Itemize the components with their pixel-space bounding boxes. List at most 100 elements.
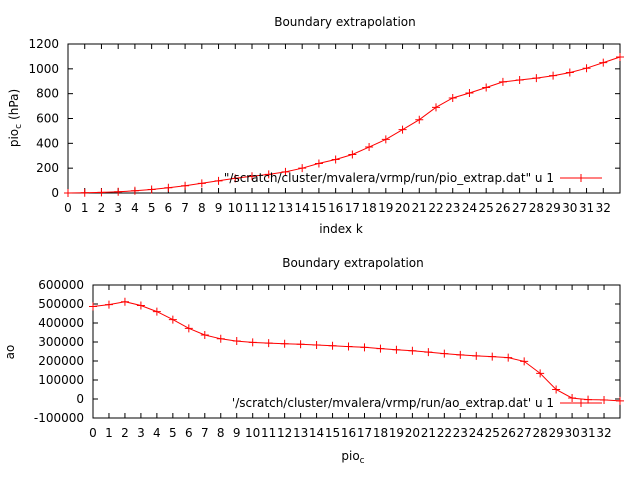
top-chart-y-tick-label: 200	[36, 161, 59, 175]
bottom-chart-x-tick-label: 29	[548, 426, 563, 440]
top-chart-y-axis-label-main: pio	[7, 129, 21, 147]
top-chart-x-tick-label: 12	[261, 201, 276, 215]
top-chart-data-point	[448, 94, 457, 103]
top-chart-x-tick-label: 29	[545, 201, 560, 215]
top-chart-data-point	[97, 188, 106, 197]
bottom-chart-x-tick-label: 22	[437, 426, 452, 440]
top-chart-data-point	[248, 172, 256, 181]
top-chart-x-tick-label: 15	[311, 201, 326, 215]
bottom-chart-x-axis-label-main: pio	[341, 449, 359, 463]
top-chart-series-line	[67, 56, 621, 194]
bottom-chart-data-point	[360, 343, 369, 352]
bottom-chart-x-axis-label-sub: c	[360, 456, 365, 466]
bottom-chart-legend: '/scratch/cluster/mvalera/vrmp/run/ao_ex…	[232, 396, 602, 410]
top-chart-x-tick-label: 2	[98, 201, 106, 215]
top-chart-data-point	[147, 185, 156, 194]
bottom-chart-x-tick-label: 4	[153, 426, 161, 440]
top-chart-x-tick-label: 0	[64, 201, 72, 215]
top-chart-data-point	[181, 181, 190, 190]
top-chart-x-tick-label: 11	[244, 201, 259, 215]
bottom-chart-y-tick-label: -100000	[34, 411, 84, 425]
bottom-chart-x-tick-label: 19	[389, 426, 404, 440]
top-chart-data-point	[482, 83, 491, 92]
bottom-chart-data-point	[296, 340, 305, 349]
bottom-chart-x-tick-label: 31	[580, 426, 595, 440]
top-chart-x-tick-label: 31	[579, 201, 594, 215]
bottom-chart-title: Boundary extrapolation	[282, 256, 424, 270]
top-chart-x-tick-label: 28	[529, 201, 544, 215]
bottom-chart-x-tick-label: 21	[421, 426, 436, 440]
top-chart-y-tick-label: 400	[36, 136, 59, 150]
top-chart-x-tick-label: 4	[131, 201, 139, 215]
bottom-chart-data-point	[440, 349, 449, 358]
top-chart-x-tick-label: 25	[479, 201, 494, 215]
bottom-chart-data-point	[600, 395, 609, 404]
top-chart-x-tick-label: 32	[596, 201, 611, 215]
bottom-chart-series-line	[92, 301, 621, 402]
bottom-chart-y-tick-label: 100000	[38, 373, 84, 387]
bottom-chart-x-axis-label: pioc	[341, 449, 364, 466]
top-chart-data-point	[331, 155, 340, 164]
top-chart-y-tick-label: 1000	[28, 62, 59, 76]
bottom-chart-x-tick-label: 8	[217, 426, 225, 440]
top-chart-x-tick-label: 7	[181, 201, 189, 215]
top-chart-data-point	[164, 183, 173, 192]
bottom-chart-data-point	[184, 324, 193, 333]
bottom-chart-data-point	[152, 307, 161, 316]
top-chart-x-tick-label: 30	[562, 201, 577, 215]
bottom-chart-legend-label: '/scratch/cluster/mvalera/vrmp/run/ao_ex…	[232, 396, 554, 410]
top-chart-data-point	[197, 179, 206, 188]
top-chart-data-point	[348, 150, 357, 159]
bottom-chart-y-tick-label: 500000	[38, 297, 84, 311]
top-chart-data-point	[549, 71, 558, 80]
bottom-chart-x-tick-label: 12	[277, 426, 292, 440]
bottom-chart-x-tick-label: 5	[169, 426, 177, 440]
top-chart-x-tick-label: 19	[378, 201, 393, 215]
top-chart-data-point	[532, 74, 541, 83]
top-chart-data-point	[599, 58, 608, 67]
bottom-chart-data-point	[568, 394, 577, 403]
top-chart-y-axis-label-unit: (hPa)	[7, 89, 21, 120]
bottom-chart-x-tick-label: 11	[261, 426, 276, 440]
bottom-chart-x-tick-label: 20	[405, 426, 420, 440]
top-chart-data-point	[515, 76, 524, 85]
top-chart-x-tick-label: 21	[412, 201, 427, 215]
top-chart-x-tick-label: 18	[361, 201, 376, 215]
top-chart-data-point	[231, 174, 240, 183]
top-chart-x-tick-label: 17	[345, 201, 360, 215]
bottom-chart-data-point	[89, 302, 97, 311]
top-chart-title: Boundary extrapolation	[274, 15, 416, 29]
bottom-chart-data-point	[312, 341, 321, 350]
bottom-chart-data-point	[392, 345, 401, 354]
top-chart-data-point	[381, 135, 390, 144]
bottom-chart-x-tick-label: 24	[469, 426, 484, 440]
bottom-chart: Boundary extrapolation -1000000100000200…	[3, 256, 624, 466]
top-chart-data-point	[264, 170, 273, 179]
bottom-chart-data-point	[584, 395, 593, 404]
bottom-chart-legend-marker	[577, 399, 585, 407]
top-chart-x-tick-label: 9	[215, 201, 223, 215]
bottom-chart-data-point	[488, 352, 497, 361]
top-chart-y-tick-label: 0	[51, 186, 59, 200]
bottom-chart-x-tick-label: 23	[453, 426, 468, 440]
top-chart-x-tick-label: 16	[328, 201, 343, 215]
bottom-chart-data-point	[376, 344, 385, 353]
top-chart-x-tick-label: 20	[395, 201, 410, 215]
bottom-chart-x-tick-label: 16	[341, 426, 356, 440]
bottom-chart-data-point	[552, 385, 561, 394]
bottom-chart-x-tick-label: 30	[564, 426, 579, 440]
top-chart-data-point	[465, 89, 474, 98]
bottom-chart-data-point	[216, 334, 225, 343]
bottom-chart-series	[89, 297, 624, 405]
bottom-chart-y-tick-label: 200000	[38, 354, 84, 368]
bottom-chart-data-point	[232, 337, 241, 346]
top-chart-data-point	[80, 188, 89, 197]
bottom-chart-data-point	[248, 338, 257, 347]
bottom-chart-x-ticks: 0 1 2 3 4 5 6 7 8 9 10 11 12 13 14 15 16 17 18 19 20 21 22 23 24…	[89, 285, 612, 440]
bottom-chart-data-point	[616, 396, 624, 405]
top-chart-x-tick-label: 13	[278, 201, 293, 215]
bottom-chart-x-tick-label: 9	[233, 426, 241, 440]
bottom-chart-frame	[92, 284, 621, 419]
bottom-chart-x-tick-label: 3	[137, 426, 145, 440]
top-chart-data-point	[432, 103, 440, 112]
